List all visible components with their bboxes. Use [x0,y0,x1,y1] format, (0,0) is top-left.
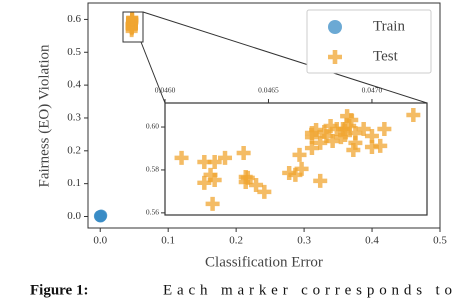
test-marker [348,126,363,141]
test-marker [197,155,212,170]
test-marker [294,161,309,176]
legend-marker [328,20,342,34]
test-marker [373,138,388,153]
main-plot: 0.0 0.1 0.2 0.3 0.4 0.5 0.0 0.1 0.2 0.3 0.4 0.5 0.6 [67,11,447,247]
y-tick-label: 0.60 [146,122,159,131]
test-marker [174,150,189,165]
legend-label: Test [373,48,399,64]
test-marker [406,108,421,123]
test-marker [249,177,264,192]
test-marker [257,184,272,199]
x-tick-label: 0.0 [93,235,107,247]
test-marker [203,167,218,182]
legend: Train Test [306,9,432,74]
x-tick-label: 0.4 [365,235,379,247]
x-tick-label: 0.2 [229,235,243,247]
test-marker [340,109,355,124]
test-marker [348,135,363,150]
x-tick-label: 0.0460 [155,86,176,95]
x-axis-label: Classification Error [205,254,323,270]
legend-marker [328,50,342,64]
train-marker [93,210,106,223]
test-marker [356,121,371,136]
test-marker [364,139,379,154]
zoom-connector [142,11,428,104]
test-marker [323,118,338,133]
test-marker [205,196,220,211]
test-marker [207,155,222,170]
test-marker [304,141,319,156]
x-tick-label: 0.0465 [258,86,279,95]
inset-plot: 0.0460 0.0465 0.0470 0.56 0.58 0.60 [146,86,421,217]
test-marker [364,129,379,144]
test-marker [304,130,319,145]
y-tick-label: 0.58 [146,165,159,174]
x-tick-label: 0.3 [297,235,311,247]
test-marker [342,118,357,133]
y-axis-label: Fairness (EO) Violation [36,44,52,187]
test-marker [197,175,212,190]
test-marker [240,170,255,185]
y-tick-label: 0.1 [67,177,81,189]
test-marker [313,173,328,188]
caption-text: Each marker corresponds to [163,282,452,298]
legend-label: Train [373,18,405,34]
test-marker [292,147,307,162]
x-tick-label: 0.0470 [362,86,383,95]
x-tick-label: 0.5 [433,235,447,247]
test-marker [313,135,328,150]
test-marker [236,145,251,160]
test-marker [377,121,392,136]
test-marker [325,133,340,148]
test-marker [319,129,334,144]
test-marker [329,121,344,136]
test-marker [207,173,222,188]
zoom-box [122,11,144,43]
y-tick-label: 0.56 [146,208,159,217]
x-tick-label: 0.1 [161,235,175,247]
test-marker [338,127,353,142]
caption-label: Figure 1: [30,282,88,298]
test-marker [309,123,324,138]
test-marker [126,11,139,24]
y-tick-label: 0.4 [67,79,81,91]
test-marker [288,167,303,182]
zoom-connector [140,41,166,104]
inset-frame [164,102,428,216]
y-tick-label: 0.5 [67,46,81,58]
y-tick-label: 0.3 [67,111,81,123]
legend-frame [306,9,432,74]
y-tick-label: 0.2 [67,144,81,156]
test-marker [346,142,361,157]
test-marker [218,150,233,165]
y-tick-label: 0.0 [67,210,81,222]
y-tick-label: 0.6 [67,13,81,25]
